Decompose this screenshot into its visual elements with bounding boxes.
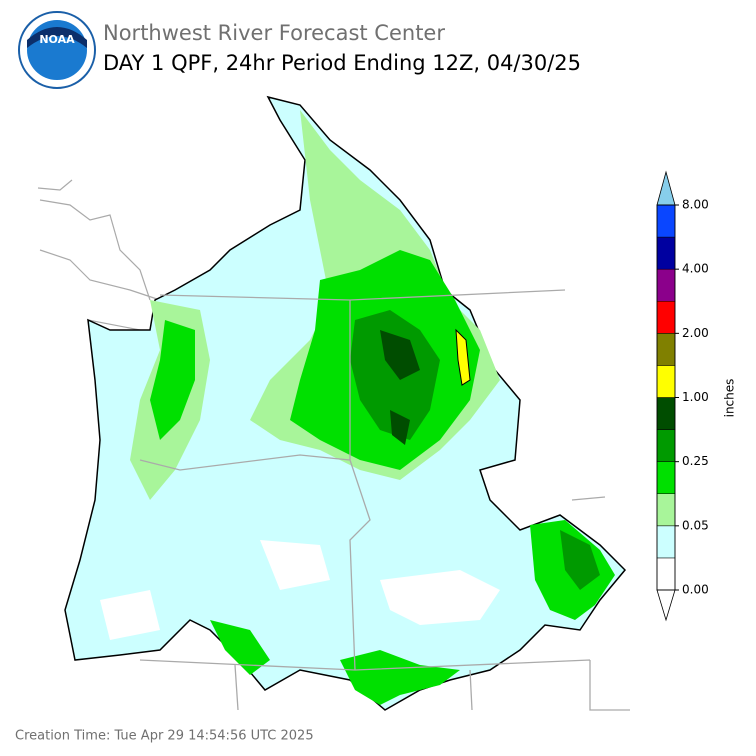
colorbar-bin	[656, 429, 676, 462]
creation-time: Creation Time: Tue Apr 29 14:54:56 UTC 2…	[15, 729, 314, 744]
colorbar-under	[656, 589, 676, 622]
colorbar-bin	[656, 268, 676, 302]
colorbar-tick-label: 0.00	[682, 583, 709, 597]
colorbar-bin	[656, 461, 676, 494]
logo-text: NOAA	[39, 33, 75, 46]
colorbar-tick-label: 8.00	[682, 198, 709, 212]
map	[37, 95, 630, 711]
noaa-logo: NOAA	[18, 11, 96, 89]
colorbar-tick-label: 0.05	[682, 518, 709, 532]
colorbar-bin	[656, 365, 676, 398]
colorbar-bin	[656, 301, 676, 334]
colorbar-bin	[656, 333, 676, 366]
colorbar-unit: inches	[723, 379, 737, 418]
colorbar-bin	[656, 397, 676, 430]
colorbar-bin	[656, 525, 676, 559]
colorbar-bin	[656, 204, 676, 238]
subtitle: Northwest River Forecast Center	[103, 21, 445, 45]
colorbar-tick-label: 4.00	[682, 262, 709, 276]
colorbar: 0.00 0.05 0.25 1.00 2.00 4.00 8.00	[656, 170, 709, 622]
title: DAY 1 QPF, 24hr Period Ending 12Z, 04/30…	[103, 51, 581, 75]
colorbar-tick-label: 0.25	[682, 454, 709, 468]
colorbar-bin	[656, 557, 676, 591]
colorbar-over	[656, 170, 676, 206]
colorbar-bin	[656, 493, 676, 527]
colorbar-bin	[656, 236, 676, 270]
colorbar-tick-label: 2.00	[682, 326, 709, 340]
colorbar-tick-label: 1.00	[682, 390, 709, 404]
